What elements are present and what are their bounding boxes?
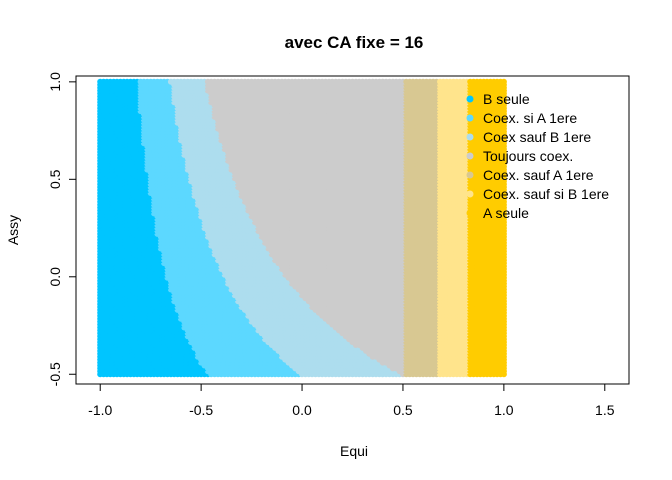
- chart-title: avec CA fixe = 16: [285, 33, 424, 52]
- data-points: [97, 78, 507, 378]
